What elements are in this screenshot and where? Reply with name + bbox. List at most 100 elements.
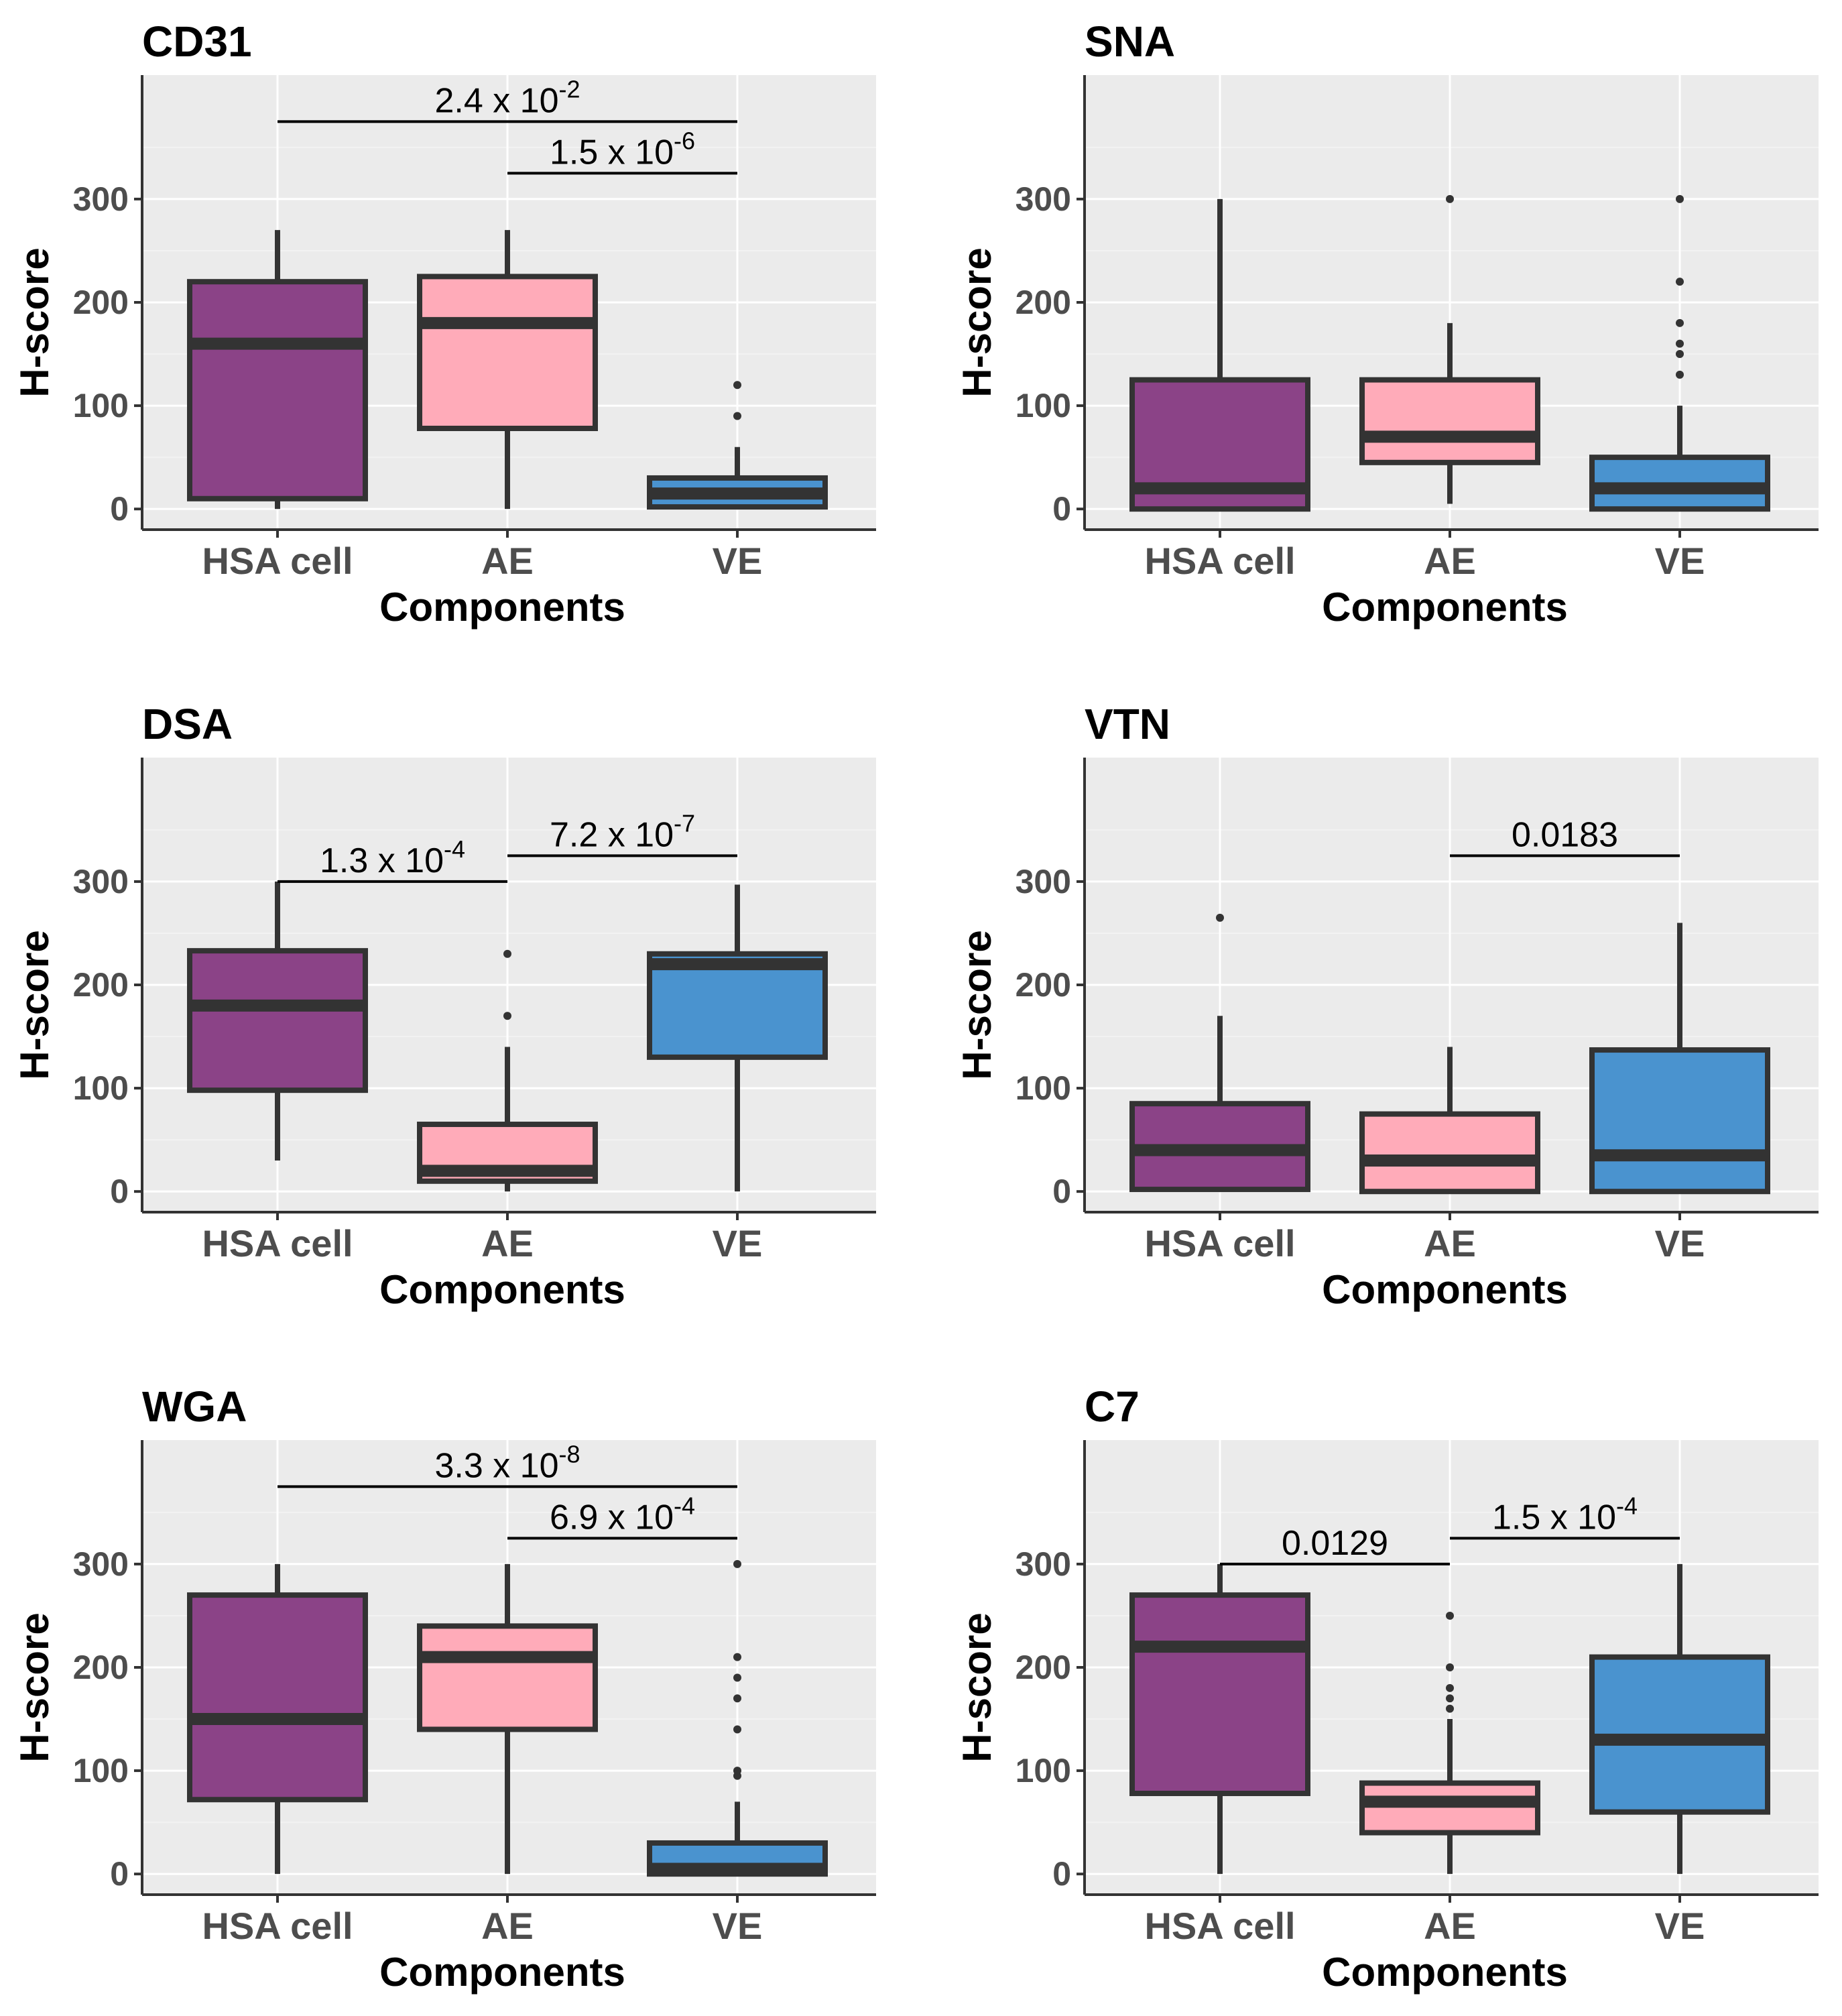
outlier-point: [1676, 370, 1684, 379]
p-value-base: 1.3 x 10: [320, 841, 444, 880]
outlier-point: [733, 1559, 741, 1568]
y-tick-label: 0: [110, 1173, 129, 1210]
y-tick-label: 100: [1016, 1069, 1071, 1107]
panel-cd31: 0 100 200 300 HSA cell AE VE 2.4 x 10-2 1.5 x 10…: [12, 17, 876, 630]
x-tick-label: VE: [1655, 540, 1705, 582]
p-value-label: 0.0129: [1282, 1524, 1388, 1563]
y-tick-label: 200: [73, 284, 129, 321]
outlier-point: [1446, 1683, 1454, 1692]
y-axis-label: H-score: [12, 247, 57, 397]
x-axis-label: Components: [1322, 1267, 1568, 1312]
y-axis-label: H-score: [12, 1612, 57, 1762]
x-tick-label: HSA cell: [1144, 540, 1295, 582]
outlier-point: [733, 412, 741, 420]
significance-annotation: 1.3 x 10-4: [278, 835, 507, 883]
y-axis-label: H-score: [955, 1612, 999, 1762]
outlier-point: [1446, 1611, 1454, 1620]
box-body: [417, 274, 598, 431]
x-tick-label: AE: [481, 540, 534, 582]
significance-annotation: 1.5 x 10-6: [507, 127, 737, 175]
p-value-exponent: -4: [1616, 1492, 1638, 1519]
outlier-point: [503, 949, 511, 958]
outlier-point: [1676, 318, 1684, 327]
x-tick-label: VE: [1655, 1222, 1705, 1264]
p-value-label: 0.0183: [1512, 815, 1618, 854]
p-value-base: 1.5 x 10: [1492, 1498, 1616, 1537]
box-body: [187, 948, 368, 1093]
box-hsa-cell: [187, 881, 368, 1161]
significance-annotation: 7.2 x 10-7: [507, 809, 737, 857]
panel-title: DSA: [142, 700, 233, 748]
box-ae: [1359, 194, 1540, 504]
x-axis-label: Components: [379, 1950, 625, 1995]
box-body: [1129, 1592, 1310, 1796]
p-value-base: 0.0129: [1282, 1524, 1388, 1563]
x-tick-label: HSA cell: [1144, 1222, 1295, 1264]
outlier-point: [1446, 1694, 1454, 1703]
box-ae: [417, 949, 598, 1192]
box-hsa-cell: [1129, 198, 1310, 512]
significance-annotation: 6.9 x 10-4: [507, 1492, 737, 1540]
x-tick-label: HSA cell: [202, 1905, 353, 1947]
y-tick-label: 0: [110, 1855, 129, 1893]
x-tick-label: VE: [1655, 1905, 1705, 1947]
y-axis-label: H-score: [955, 247, 999, 397]
panel-sna: 0 100 200 300 HSA cell AE VE SNA Components H-sco…: [955, 17, 1819, 630]
significance-annotation: 0.0129: [1220, 1524, 1450, 1565]
box-ae: [417, 1563, 598, 1875]
p-value-exponent: -8: [559, 1440, 580, 1468]
x-tick-label: AE: [1424, 1905, 1476, 1947]
p-value-base: 1.5 x 10: [550, 133, 674, 172]
box-body: [417, 1623, 598, 1732]
p-value-label: 1.5 x 10-4: [1492, 1492, 1638, 1537]
y-tick-label: 300: [73, 180, 129, 218]
outlier-point: [1676, 194, 1684, 203]
outlier-point: [1676, 350, 1684, 359]
significance-annotation: 1.5 x 10-4: [1450, 1492, 1680, 1540]
box-ae: [1359, 1611, 1540, 1875]
x-tick-label: AE: [481, 1222, 534, 1264]
outlier-point: [1446, 1704, 1454, 1713]
y-tick-label: 200: [1016, 284, 1071, 321]
x-axis-label: Components: [1322, 585, 1568, 630]
panel-title: C7: [1085, 1382, 1140, 1431]
x-tick-label: AE: [481, 1905, 534, 1947]
y-tick-label: 0: [1052, 1173, 1071, 1210]
x-tick-label: VE: [713, 540, 763, 582]
box-ae: [1359, 1047, 1540, 1195]
p-value-label: 2.4 x 10-2: [434, 75, 580, 120]
p-value-base: 2.4 x 10: [434, 81, 558, 120]
panel-title: CD31: [142, 17, 252, 66]
outlier-point: [733, 1694, 741, 1703]
x-axis-label: Components: [1322, 1950, 1568, 1995]
outlier-point: [733, 1725, 741, 1734]
p-value-base: 0.0183: [1512, 815, 1618, 854]
y-tick-label: 0: [110, 490, 129, 528]
panel-c7: 0 100 200 300 HSA cell AE VE 0.0129 1.5 x 10-4 C7…: [955, 1382, 1819, 1995]
p-value-base: 3.3 x 10: [434, 1446, 558, 1485]
y-tick-label: 100: [73, 1752, 129, 1789]
outlier-point: [1676, 278, 1684, 286]
box-ve: [647, 884, 828, 1192]
box-hsa-cell: [1129, 1563, 1310, 1875]
y-tick-label: 200: [1016, 966, 1071, 1004]
outlier-point: [733, 1767, 741, 1775]
panel-title: VTN: [1085, 700, 1170, 748]
x-tick-label: HSA cell: [202, 1222, 353, 1264]
panel-dsa: 0 100 200 300 HSA cell AE VE 1.3 x 10-4 7.2 x 10…: [12, 700, 876, 1312]
x-axis-label: Components: [379, 585, 625, 630]
box-ve: [1589, 194, 1770, 512]
outlier-point: [733, 381, 741, 390]
p-value-label: 1.5 x 10-6: [550, 127, 695, 172]
p-value-exponent: -4: [444, 835, 465, 863]
y-axis-label: H-score: [955, 930, 999, 1079]
x-tick-label: VE: [713, 1905, 763, 1947]
p-value-exponent: -4: [674, 1492, 695, 1519]
p-value-base: 7.2 x 10: [550, 815, 674, 854]
y-tick-label: 200: [73, 1649, 129, 1686]
box-ve: [1589, 923, 1770, 1195]
box-hsa-cell: [187, 1563, 368, 1875]
x-axis-label: Components: [379, 1267, 625, 1312]
p-value-exponent: -7: [674, 809, 695, 837]
panel-wga: 0 100 200 300 HSA cell AE VE 3.3 x 10-8 6.9 x 10…: [12, 1382, 876, 1995]
